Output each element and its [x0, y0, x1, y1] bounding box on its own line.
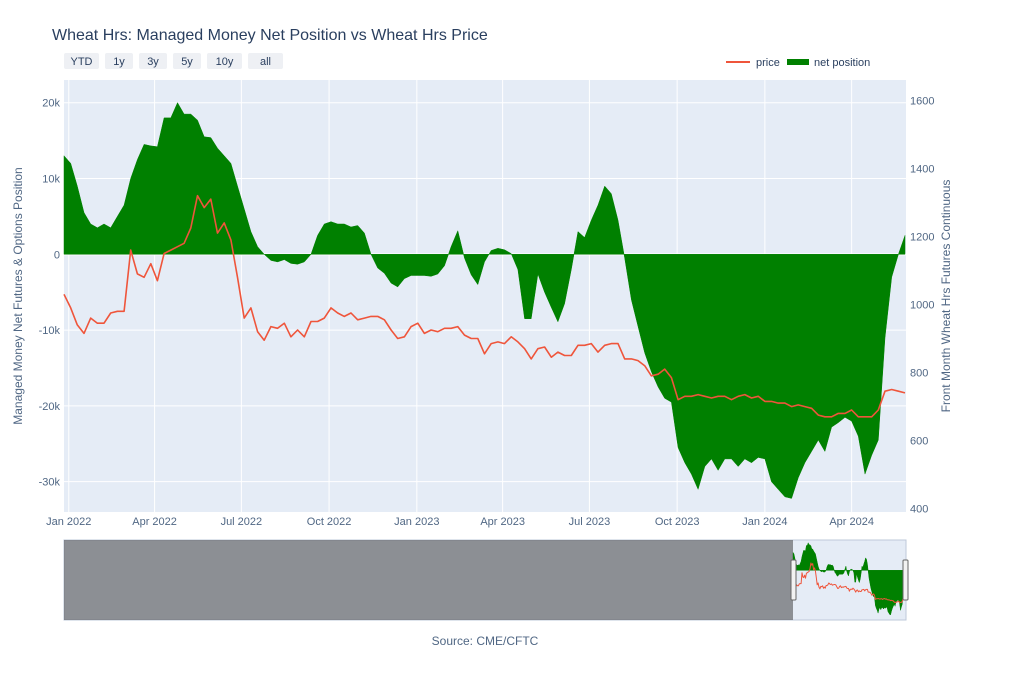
source-note: Source: CME/CFTC [432, 634, 539, 648]
series-price-line [63, 194, 906, 418]
range-button-bg [173, 53, 201, 69]
range-button-bg [139, 53, 167, 69]
legend: price net position [726, 57, 870, 69]
series-net-position-area [63, 102, 906, 499]
range-button-label: 1y [113, 56, 125, 68]
range-button-3y[interactable]: 3y [139, 53, 167, 69]
y-left-tick-label: 20k [42, 98, 60, 110]
range-button-label: YTD [71, 56, 93, 68]
y-right-tick-label: 600 [910, 436, 928, 448]
y-left-tick-label: 0 [54, 249, 60, 261]
range-slider-left-handle[interactable] [790, 559, 797, 601]
x-tick-label: Jan 2023 [394, 516, 439, 528]
range-slider-right-handle[interactable] [902, 559, 909, 601]
x-tick-label: Apr 2024 [829, 516, 874, 528]
range-button-bg [207, 53, 242, 69]
range-slider[interactable] [63, 539, 909, 621]
y-left-tick-label: -10k [39, 325, 61, 337]
range-button-5y[interactable]: 5y [173, 53, 201, 69]
chart-title: Wheat Hrs: Managed Money Net Position vs… [52, 27, 488, 44]
x-tick-label: Jan 2024 [742, 516, 787, 528]
y-right-tick-label: 1600 [910, 95, 934, 107]
y-right-axis-title: Front Month Wheat Hrs Futures Continuous [939, 180, 953, 413]
range-slider-mask [64, 540, 793, 620]
y-right-axis-ticks: 1600 1400 1200 1000 800 600 400 [910, 95, 934, 515]
mini-net-position-area [792, 542, 907, 616]
y-left-axis-title: Managed Money Net Futures & Options Posi… [11, 167, 25, 424]
legend-label-net-position[interactable]: net position [814, 57, 870, 69]
legend-label-price[interactable]: price [756, 57, 780, 69]
y-left-tick-label: -30k [39, 477, 61, 489]
x-tick-label: Oct 2023 [655, 516, 700, 528]
y-right-tick-label: 1200 [910, 231, 934, 243]
range-button-bg [64, 53, 99, 69]
range-button-label: 5y [181, 56, 193, 68]
plot-series [63, 102, 906, 499]
range-selector: YTD 1y 3y 5y 10y all [64, 53, 283, 69]
range-button-ytd[interactable]: YTD [64, 53, 99, 69]
range-button-label: 10y [216, 56, 234, 68]
range-button-label: 3y [147, 56, 159, 68]
x-tick-label: Apr 2022 [132, 516, 177, 528]
x-tick-label: Oct 2022 [307, 516, 352, 528]
x-tick-label: Jul 2022 [221, 516, 263, 528]
y-right-tick-label: 1000 [910, 300, 934, 312]
y-right-tick-label: 1400 [910, 163, 934, 175]
range-button-all[interactable]: all [248, 53, 283, 69]
y-left-axis-ticks: 20k 10k 0 -10k -20k -30k [39, 98, 61, 489]
x-tick-label: Jul 2023 [569, 516, 611, 528]
range-slider-series [792, 542, 907, 616]
range-button-label: all [260, 56, 271, 68]
mini-price-line [792, 562, 907, 603]
legend-swatch-net-position [787, 59, 809, 65]
x-tick-label: Apr 2023 [480, 516, 525, 528]
y-right-tick-label: 400 [910, 504, 928, 516]
y-left-tick-label: 10k [42, 174, 60, 186]
range-button-bg [248, 53, 283, 69]
range-button-10y[interactable]: 10y [207, 53, 242, 69]
range-button-1y[interactable]: 1y [105, 53, 133, 69]
x-axis-ticks: Jan 2022 Apr 2022 Jul 2022 Oct 2022 Jan 2023… [46, 516, 874, 528]
x-tick-label: Jan 2022 [46, 516, 91, 528]
range-button-bg [105, 53, 133, 69]
y-right-tick-label: 800 [910, 368, 928, 380]
y-left-tick-label: -20k [39, 401, 61, 413]
